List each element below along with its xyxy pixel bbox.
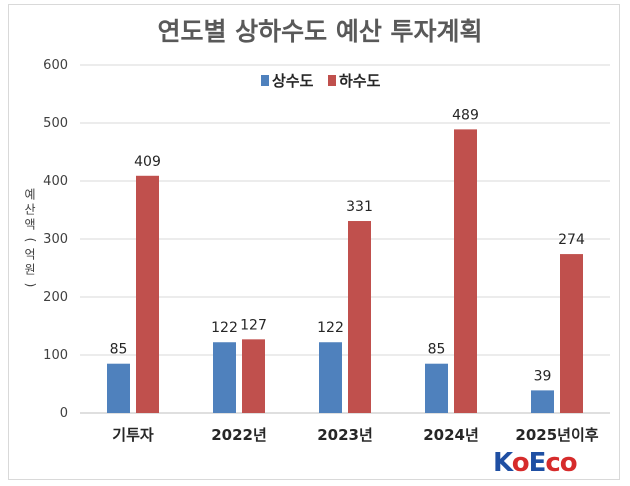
legend-swatch <box>261 75 269 86</box>
x-category-label: 기투자 <box>112 426 154 444</box>
bar-water-supply <box>531 390 554 413</box>
y-tick-label: 600 <box>43 58 68 73</box>
koeco-logo: KoEco <box>493 448 578 478</box>
bar-sewerage <box>242 339 265 413</box>
data-label: 331 <box>346 199 373 215</box>
y-tick-label: 200 <box>43 290 68 305</box>
y-axis-label-char: 원 <box>24 263 35 277</box>
bar-sewerage <box>560 254 583 413</box>
bar-water-supply <box>319 342 342 413</box>
legend-label: 상수도 <box>272 72 314 90</box>
bar-water-supply <box>107 363 130 413</box>
legend-swatch <box>328 75 336 86</box>
logo-part: o <box>512 448 529 478</box>
chart-title: 연도별 상하수도 예산 투자계획 <box>157 17 482 46</box>
x-category-label: 2024년 <box>423 426 479 444</box>
y-axis-label-char: 억 <box>24 248 35 262</box>
bar-water-supply <box>425 363 448 413</box>
x-category-label: 2022년 <box>211 426 267 444</box>
y-axis-label-char: 산 <box>24 203 35 217</box>
data-label: 127 <box>240 317 267 333</box>
logo-part: K <box>493 448 514 478</box>
y-tick-label: 0 <box>60 406 68 421</box>
x-axis-categories: 기투자 2022년 2023년 2024년 2025년이후 <box>112 426 598 444</box>
y-tick-label: 400 <box>43 174 68 189</box>
bars <box>107 129 583 413</box>
legend: 상수도 하수도 <box>261 72 381 90</box>
y-tick-label: 300 <box>43 232 68 247</box>
data-label: 39 <box>534 368 552 384</box>
data-label: 85 <box>110 342 128 358</box>
x-category-label: 2023년 <box>317 426 373 444</box>
logo-part: co <box>545 448 576 478</box>
y-tick-label: 100 <box>43 348 68 363</box>
data-label: 409 <box>134 154 161 170</box>
data-label: 85 <box>428 342 446 358</box>
bar-sewerage <box>348 221 371 413</box>
x-category-label: 2025년이후 <box>515 426 598 444</box>
logo-text: KoEco <box>493 448 577 478</box>
bar-water-supply <box>213 342 236 413</box>
data-label: 489 <box>452 107 479 123</box>
bar-sewerage <box>136 175 159 413</box>
y-axis-ticks: 0 100 200 300 400 500 600 <box>43 58 68 421</box>
y-axis-label: 예산액 ( 억원) <box>24 188 38 288</box>
y-axis-label-char: 액 <box>24 218 35 232</box>
y-tick-label: 500 <box>43 116 68 131</box>
y-axis-label-char: 예 <box>24 188 35 202</box>
data-label: 122 <box>211 320 238 336</box>
y-axis-label-char: ) <box>24 283 38 288</box>
legend-label: 하수도 <box>339 72 381 90</box>
logo-part: E <box>529 448 546 478</box>
data-label: 274 <box>558 232 585 248</box>
gridlines <box>80 64 610 414</box>
y-axis-label-char: ( <box>24 238 38 243</box>
data-label: 122 <box>317 320 344 336</box>
bar-sewerage <box>454 129 477 413</box>
